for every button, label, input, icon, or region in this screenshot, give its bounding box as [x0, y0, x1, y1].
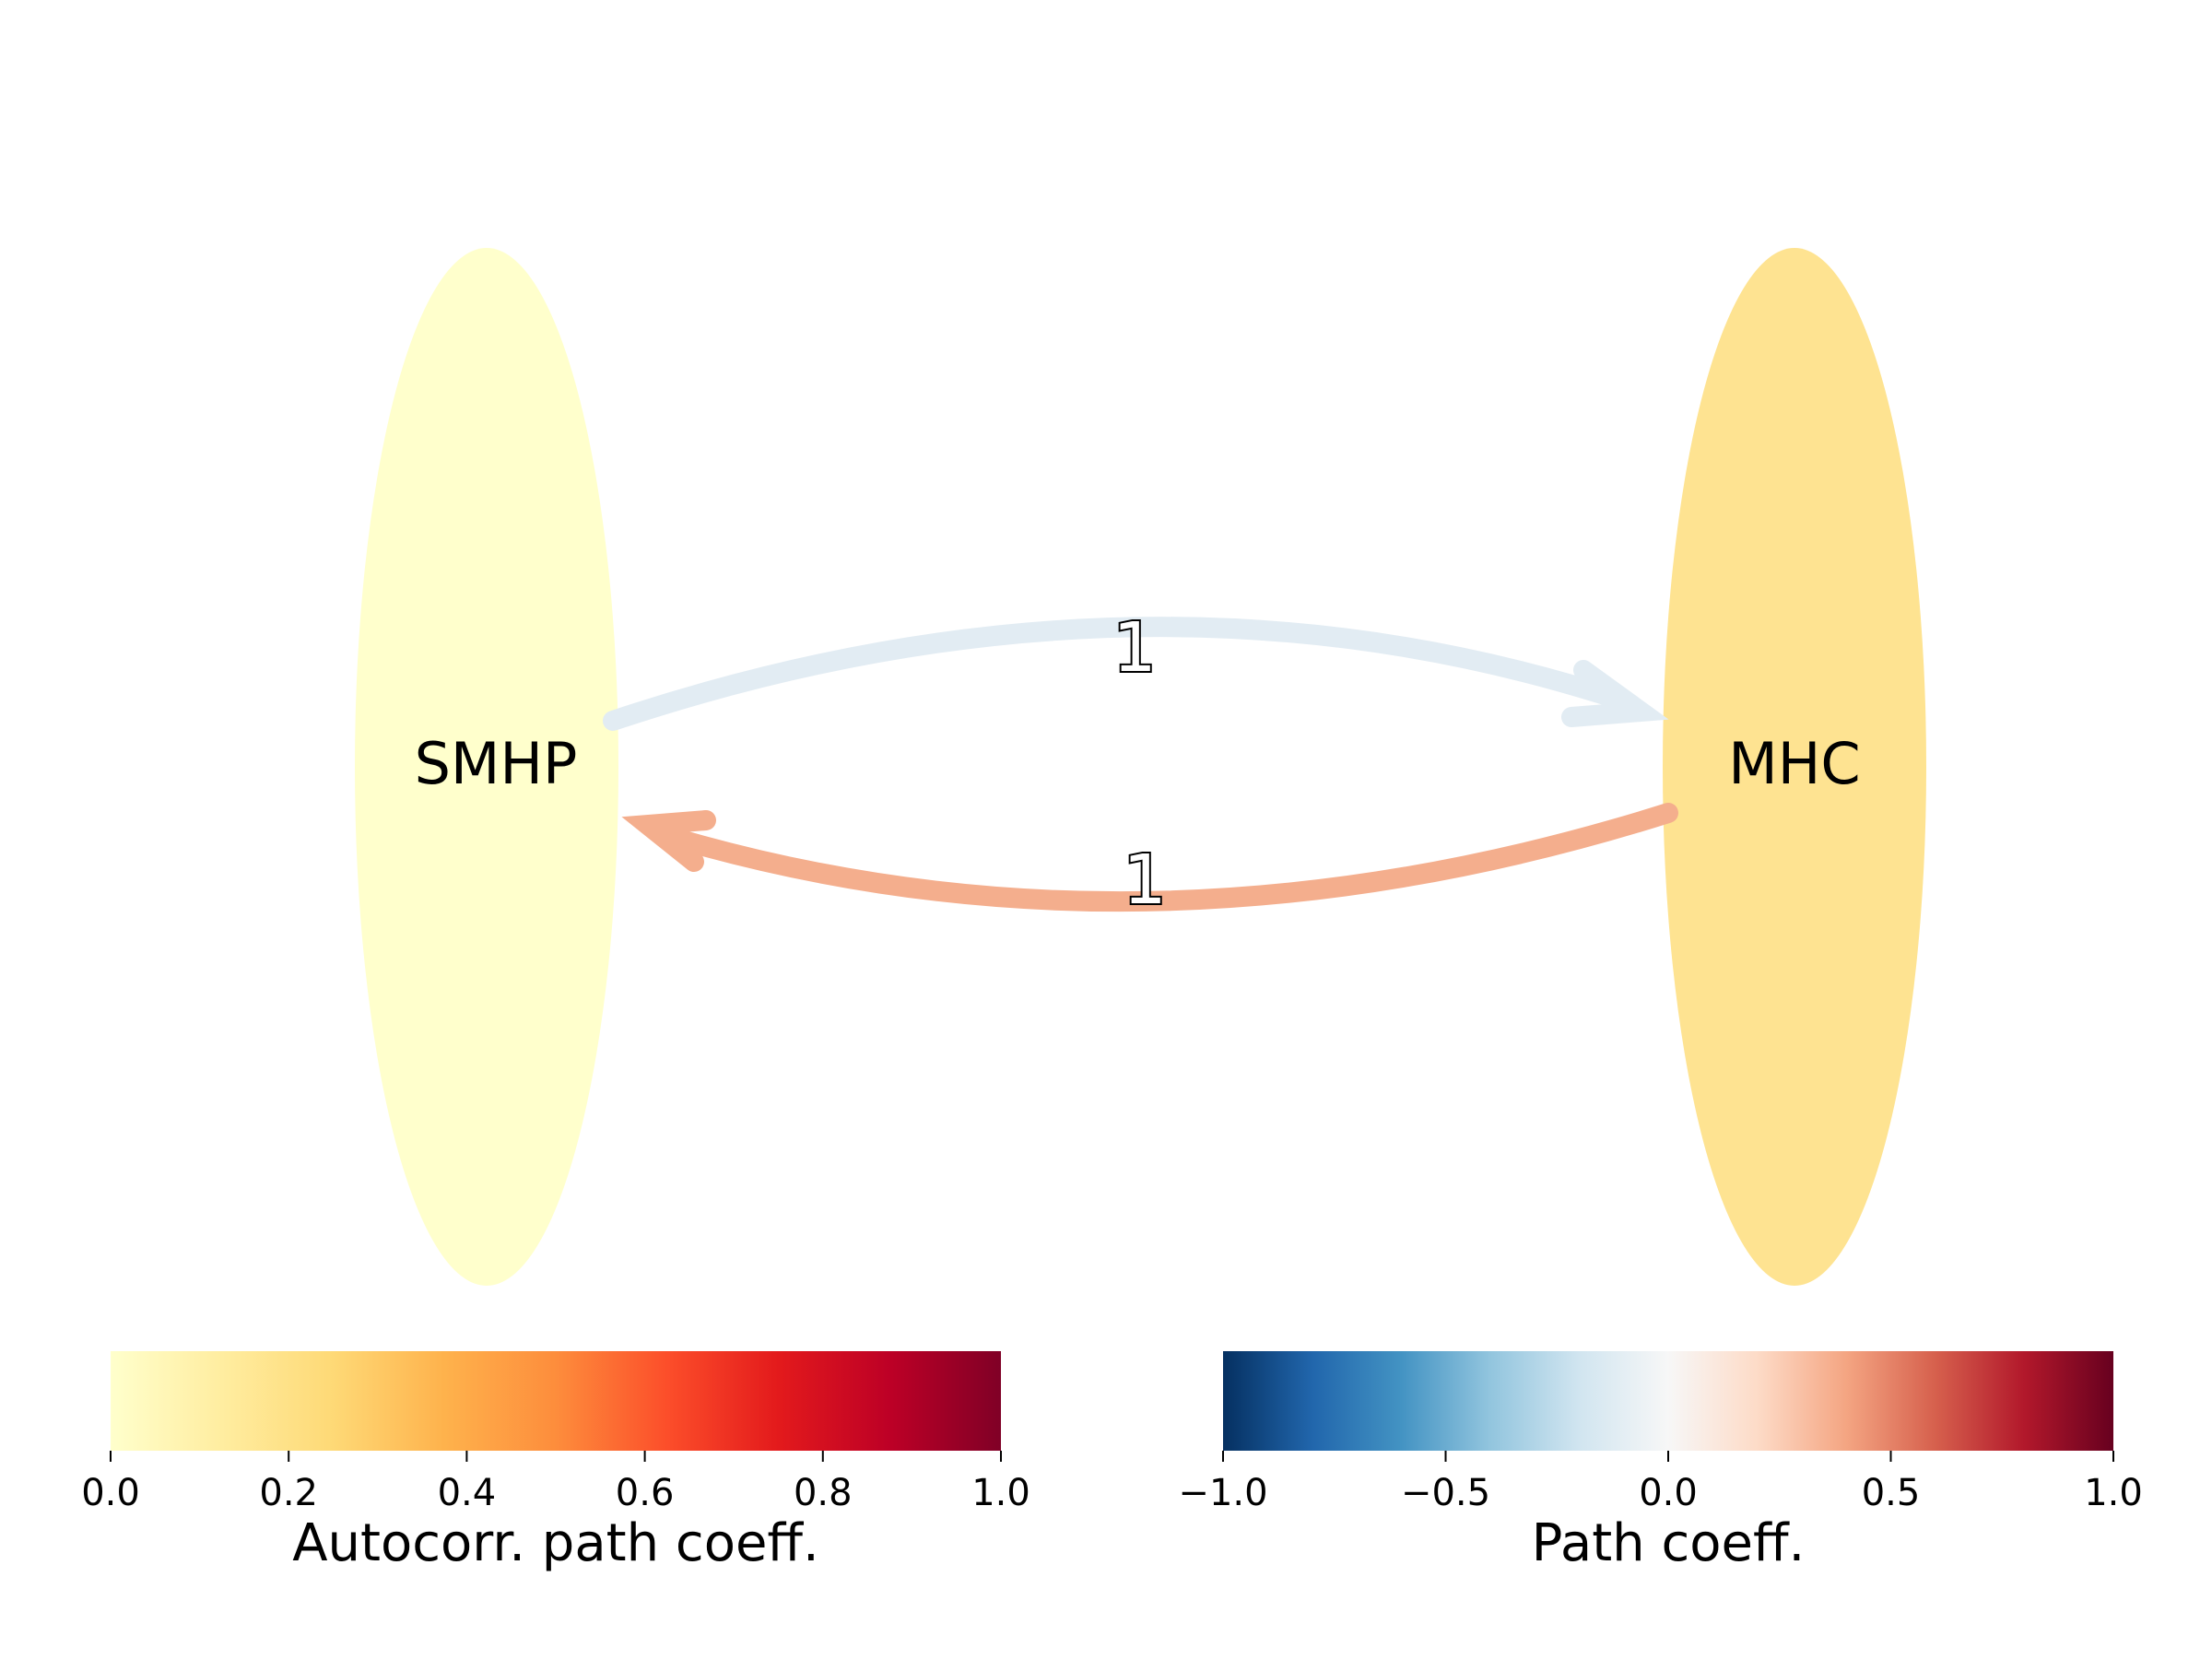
colorbar-path-ticks: −1.0 −0.5 0.0 0.5 1.0	[1178, 1451, 2143, 1514]
edge-smhp-to-mhc-label: 1	[1112, 608, 1156, 688]
colorbar-autocorr-gradient	[111, 1351, 1001, 1451]
colorbar-path: −1.0 −0.5 0.0 0.5 1.0 Path coeff.	[1178, 1351, 2143, 1573]
node-smhp-ellipse	[355, 248, 618, 1286]
node-smhp: SMHP	[355, 248, 618, 1286]
colorbar-path-tick-label: 0.5	[1862, 1472, 1921, 1514]
colorbar-autocorr-tick-label: 0.0	[81, 1472, 140, 1514]
edge-mhc-to-smhp-label: 1	[1123, 841, 1166, 920]
node-smhp-label: SMHP	[415, 730, 578, 797]
colorbar-path-tick-label: 0.0	[1639, 1472, 1698, 1514]
edge-mhc-to-smhp: 1	[621, 803, 1678, 922]
colorbar-autocorr: 0.0 0.2 0.4 0.6 0.8 1.0 Autocorr. path coeff.	[81, 1351, 1030, 1573]
colorbar-autocorr-ticks: 0.0 0.2 0.4 0.6 0.8 1.0	[81, 1451, 1030, 1514]
colorbar-autocorr-tick-label: 0.6	[616, 1472, 675, 1514]
colorbar-path-tick-label: 1.0	[2084, 1472, 2143, 1514]
colorbar-path-gradient	[1223, 1351, 2113, 1451]
edge-smhp-to-mhc-arrowhead	[1561, 660, 1669, 727]
colorbar-autocorr-tick-label: 1.0	[971, 1472, 1030, 1514]
node-mhc-label: MHC	[1728, 730, 1860, 797]
colorbar-path-tick-label: −1.0	[1178, 1472, 1267, 1514]
edge-smhp-to-mhc-line	[603, 617, 1632, 731]
node-mhc: MHC	[1663, 248, 1926, 1286]
colorbar-autocorr-tick-label: 0.4	[438, 1472, 497, 1514]
colorbar-path-tick-label: −0.5	[1401, 1472, 1490, 1514]
colorbar-autocorr-tick-label: 0.8	[794, 1472, 853, 1514]
edge-mhc-to-smhp-arrowhead	[621, 810, 716, 872]
edge-smhp-to-mhc: 1	[603, 606, 1669, 731]
colorbar-path-label: Path coeff.	[1532, 1513, 1806, 1573]
edge-mhc-to-smhp-line	[652, 803, 1678, 912]
colorbar-autocorr-tick-label: 0.2	[259, 1472, 318, 1514]
node-mhc-ellipse	[1663, 248, 1926, 1286]
colorbar-autocorr-label: Autocorr. path coeff.	[292, 1513, 819, 1573]
